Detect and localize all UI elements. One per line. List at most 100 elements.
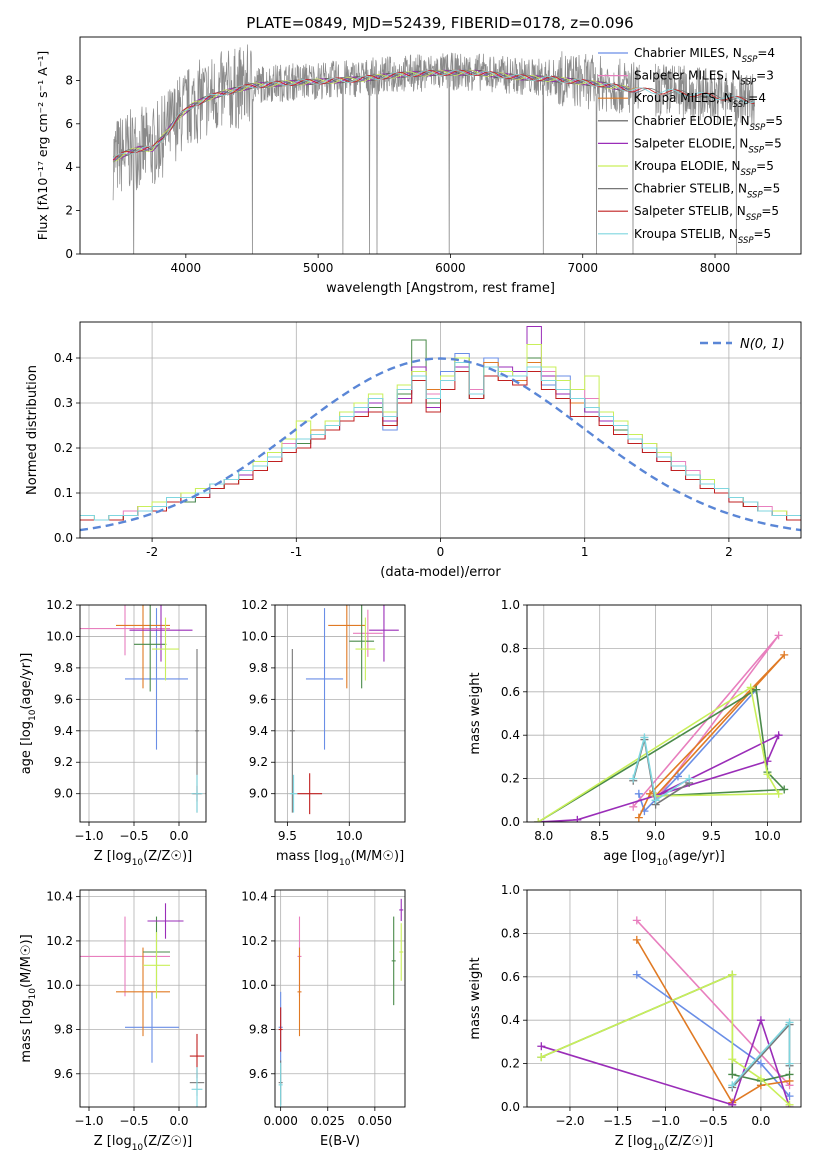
x-tick-label: 8.0 [534, 829, 553, 843]
y-tick-label: 4 [65, 160, 73, 174]
y-tick-label: 0.0 [501, 1100, 520, 1114]
weight-line [541, 1017, 791, 1107]
x-tick-label: 0 [437, 545, 445, 559]
weight-marker [651, 796, 660, 805]
y-tick-label: 10.2 [241, 934, 268, 948]
weight-marker [756, 1074, 765, 1083]
x-tick-label: 4000 [171, 261, 202, 275]
y-tick-label: 9.0 [54, 787, 73, 801]
x-tick-label: −1.0 [74, 829, 103, 843]
weight-marker [632, 970, 641, 979]
spectrum-legend: Chabrier MILES, NSSP=4 Salpeter MILES, NS… [598, 46, 783, 246]
weight-marker [728, 1081, 737, 1090]
weight-marker [728, 1070, 737, 1079]
y-tick-label: 1.0 [501, 883, 520, 897]
model-spectrum-line [112, 69, 755, 159]
weight-marker [752, 685, 761, 694]
weight-marker [673, 772, 682, 781]
weight-marker [685, 774, 694, 783]
axes-frame [79, 889, 207, 1108]
y-tick-label: 0.1 [54, 486, 73, 500]
x-tick-label: 9.0 [646, 829, 665, 843]
weight-marker [780, 650, 789, 659]
x-axis-label: Z [log10(Z/Z☉)] [94, 1134, 192, 1153]
x-tick-label: 0.0 [169, 829, 188, 843]
legend-entry: Chabrier STELIB, NSSP=5 [634, 182, 780, 201]
legend-entry: Salpeter STELIB, NSSP=5 [634, 204, 779, 223]
x-tick-label: 5000 [303, 261, 334, 275]
residual-histogram [80, 362, 801, 521]
weight-marker [634, 789, 643, 798]
x-axis-label: age [log10(age/yr)] [603, 849, 725, 868]
y-tick-label: 10.2 [46, 598, 73, 612]
x-tick-label: −0.5 [119, 1114, 148, 1128]
weight-vs-age-panel: 8.0 8.5 9.0 9.5 10.0 0.0 0.2 0.4 0.6 0.8 1.0 age [l… [468, 598, 802, 868]
y-tick-label: 9.6 [54, 692, 73, 706]
axes-frame [79, 321, 802, 539]
model-spectrum-line [112, 69, 755, 161]
spectrum-panel: 4000 5000 6000 7000 8000 0 2 4 6 8 wavelength [Ang… [35, 36, 802, 296]
observed-spectrum-line [655, 63, 756, 254]
legend-entry: Salpeter ELODIE, NSSP=5 [634, 136, 782, 155]
x-axis-label: E(B-V) [320, 1134, 360, 1149]
y-tick-label: 0 [65, 247, 73, 261]
weight-marker [780, 785, 789, 794]
x-tick-label: 10.0 [336, 829, 363, 843]
x-tick-label: 9.5 [278, 829, 297, 843]
age-vs-mass-panel: 9.5 10.0 9.0 9.2 9.4 9.6 9.8 10.0 10.2 mass [log1… [241, 598, 406, 868]
weight-marker [629, 774, 638, 783]
y-tick-label: 0.4 [501, 728, 520, 742]
x-tick-label: −0.5 [119, 829, 148, 843]
y-tick-label: 0.0 [54, 531, 73, 545]
x-tick-label: 9.5 [702, 829, 721, 843]
weight-marker [728, 1055, 737, 1064]
mass-vs-z-panel: −1.0 −0.5 0.0 9.6 9.8 10.0 10.2 10.4 Z [log10(Z/… [19, 889, 207, 1153]
weight-marker [785, 1018, 794, 1027]
x-tick-label: -1 [290, 545, 302, 559]
x-tick-label: 0.025 [311, 1114, 345, 1128]
x-tick-label: 0.0 [751, 1114, 770, 1128]
legend-entry: Chabrier MILES, NSSP=4 [634, 46, 775, 65]
y-tick-label: 9.0 [249, 787, 268, 801]
weight-line [636, 939, 790, 1104]
weight-marker [756, 1059, 765, 1068]
weight-marker [728, 1100, 737, 1107]
errorbar-plot-area [80, 605, 203, 813]
y-tick-label: 9.8 [249, 1023, 268, 1037]
x-tick-label: −0.5 [699, 1114, 728, 1128]
x-tick-label: −2.0 [555, 1114, 584, 1128]
residuals-plot-area [80, 326, 801, 532]
legend-entry: N(0, 1) [740, 337, 785, 352]
axes-frame [79, 36, 802, 255]
weight-marker [728, 970, 737, 979]
weight-marker [537, 1042, 546, 1051]
axes-frame [526, 604, 802, 823]
observed-spectrum-line [112, 44, 640, 254]
weight-marker [573, 815, 582, 822]
y-tick-label: 9.6 [249, 1067, 268, 1081]
legend-entry: Chabrier ELODIE, NSSP=5 [634, 114, 783, 133]
weight-vs-z-panel: −2.0 −1.5 −1.0 −0.5 0.0 0.0 0.2 0.4 0.6 0.8 1.0 Z [… [468, 883, 802, 1153]
weight-plot-area [537, 916, 794, 1107]
weight-marker [763, 770, 772, 779]
weight-marker [746, 683, 755, 692]
normal-distribution-curve [80, 357, 801, 532]
model-spectrum-line [113, 69, 630, 160]
x-tick-label: 10.0 [754, 829, 781, 843]
y-tick-label: 10.0 [46, 629, 73, 643]
axes-frame [274, 604, 406, 823]
x-axis-label: Z [log10(Z/Z☉)] [94, 849, 192, 868]
errorbar-plot-area [80, 903, 205, 1107]
y-tick-label: 9.8 [54, 661, 73, 675]
y-tick-label: 9.4 [249, 724, 268, 738]
weight-marker [634, 813, 643, 822]
figure-title: PLATE=0849, MJD=52439, FIBERID=0178, z=0… [246, 14, 633, 32]
x-axis-label: Z [log10(Z/Z☉)] [615, 1134, 713, 1153]
x-tick-label: −1.5 [603, 1114, 632, 1128]
axes-frame [526, 889, 802, 1108]
weight-marker [632, 935, 641, 944]
legend-entry: Kroupa STELIB, NSSP=5 [634, 227, 771, 246]
legend-entry: Kroupa MILES, NSSP=4 [634, 91, 766, 110]
x-tick-label: 0.000 [263, 1114, 297, 1128]
y-tick-label: 0.4 [501, 1013, 520, 1027]
